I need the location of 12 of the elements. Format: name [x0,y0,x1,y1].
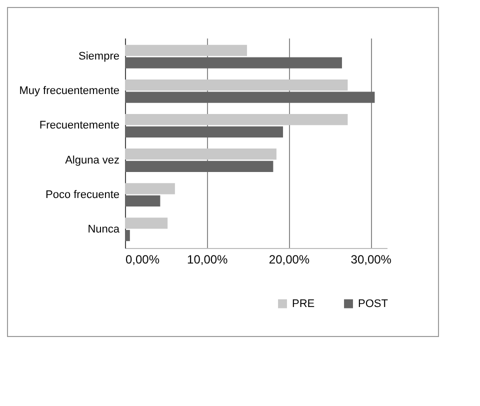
y-tick-label: Alguna vez [65,154,120,166]
x-tick-label: 0,00% [126,252,160,266]
y-tick-label: Frecuentemente [39,120,120,132]
y-tick-label: Poco frecuente [46,188,120,201]
y-tick-label: Siempre [78,50,120,63]
x-tick-label: 20,00% [268,252,310,266]
y-tick-label: Muy frecuentemente [19,85,120,98]
legend-label: POST [358,298,388,310]
x-tick-label: 10,00% [187,252,228,266]
x-tick-label: 30,00% [350,252,392,266]
y-tick-label: Nunca [88,223,120,236]
legend-label: PRE [292,298,315,310]
